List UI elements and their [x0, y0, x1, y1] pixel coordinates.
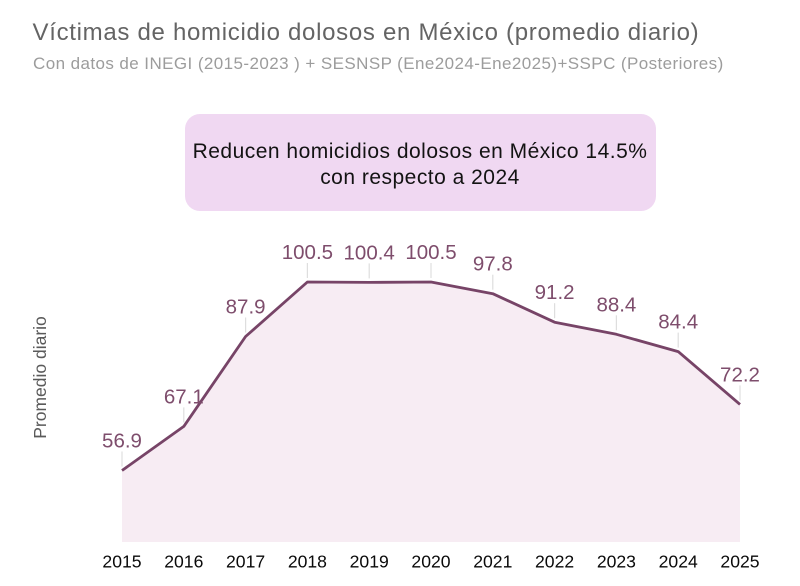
- svg-text:72.2: 72.2: [720, 363, 760, 386]
- svg-text:84.4: 84.4: [658, 311, 698, 334]
- svg-text:87.9: 87.9: [226, 296, 266, 319]
- svg-text:67.1: 67.1: [164, 385, 204, 408]
- svg-text:2019: 2019: [350, 552, 389, 572]
- svg-text:2022: 2022: [535, 552, 574, 572]
- svg-text:88.4: 88.4: [596, 293, 636, 316]
- svg-text:Promedio diario: Promedio diario: [30, 316, 50, 439]
- svg-text:2025: 2025: [720, 552, 759, 572]
- svg-text:2017: 2017: [226, 552, 265, 572]
- svg-text:97.8: 97.8: [473, 253, 513, 276]
- svg-text:2016: 2016: [164, 552, 203, 572]
- svg-text:2018: 2018: [288, 552, 327, 572]
- svg-text:2023: 2023: [597, 552, 636, 572]
- svg-text:91.2: 91.2: [535, 281, 575, 304]
- svg-text:100.5: 100.5: [282, 241, 333, 264]
- svg-text:2020: 2020: [411, 552, 450, 572]
- svg-text:2015: 2015: [102, 552, 141, 572]
- svg-text:100.5: 100.5: [405, 241, 456, 264]
- svg-text:2024: 2024: [659, 552, 698, 572]
- svg-text:2021: 2021: [473, 552, 512, 572]
- svg-text:56.9: 56.9: [102, 430, 142, 453]
- svg-text:100.4: 100.4: [344, 241, 395, 264]
